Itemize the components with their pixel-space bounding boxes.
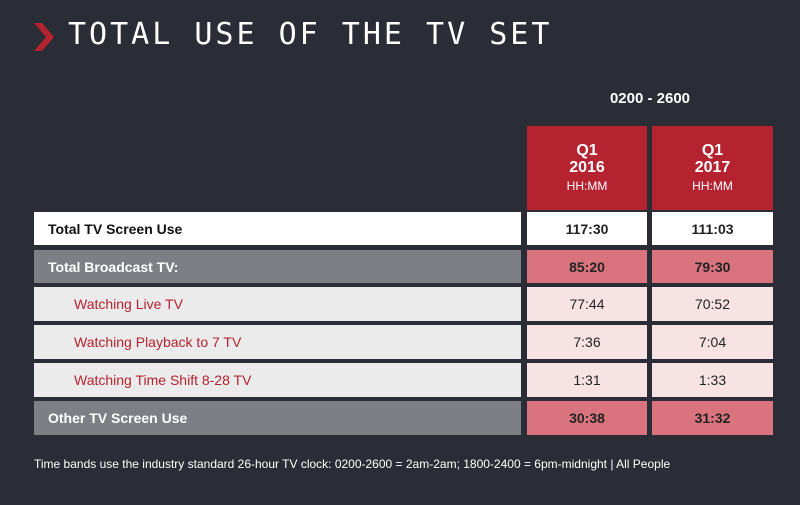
row-label-watching-playback: Watching Playback to 7 TV (34, 325, 521, 359)
table-cell: 77:44 (527, 287, 647, 321)
table-cell: 31:32 (652, 401, 773, 435)
column-header-2017: Q1 2017 HH:MM (652, 126, 773, 210)
row-label-other-tv-screen-use: Other TV Screen Use (34, 401, 521, 435)
table-cell: 117:30 (527, 212, 647, 245)
column-year: 2017 (694, 159, 731, 176)
row-label-watching-time-shift: Watching Time Shift 8-28 TV (34, 363, 521, 397)
table-cell: 30:38 (527, 401, 647, 435)
table-cell: 70:52 (652, 287, 773, 321)
column-period: Q1 (701, 142, 724, 159)
row-label-total-broadcast-tv: Total Broadcast TV: (34, 250, 521, 283)
table-cell: 1:31 (527, 363, 647, 397)
column-unit: HH:MM (566, 179, 608, 193)
column-header-2016: Q1 2016 HH:MM (527, 126, 647, 210)
row-label-watching-live-tv: Watching Live TV (34, 287, 521, 321)
time-band-label: 0200 - 2600 (609, 90, 691, 107)
table-cell: 111:03 (652, 212, 773, 245)
table-cell: 85:20 (527, 250, 647, 283)
row-label-total-tv-screen-use: Total TV Screen Use (34, 212, 521, 245)
chevron-right-icon (34, 23, 54, 51)
column-unit: HH:MM (692, 179, 733, 193)
table-cell: 79:30 (652, 250, 773, 283)
page-title: TOTAL USE OF THE TV SET (68, 17, 553, 52)
table-cell: 1:33 (652, 363, 773, 397)
column-year: 2016 (569, 159, 605, 176)
table-cell: 7:04 (652, 325, 773, 359)
footnote: Time bands use the industry standard 26-… (34, 457, 671, 471)
table-cell: 7:36 (527, 325, 647, 359)
column-period: Q1 (576, 142, 598, 159)
